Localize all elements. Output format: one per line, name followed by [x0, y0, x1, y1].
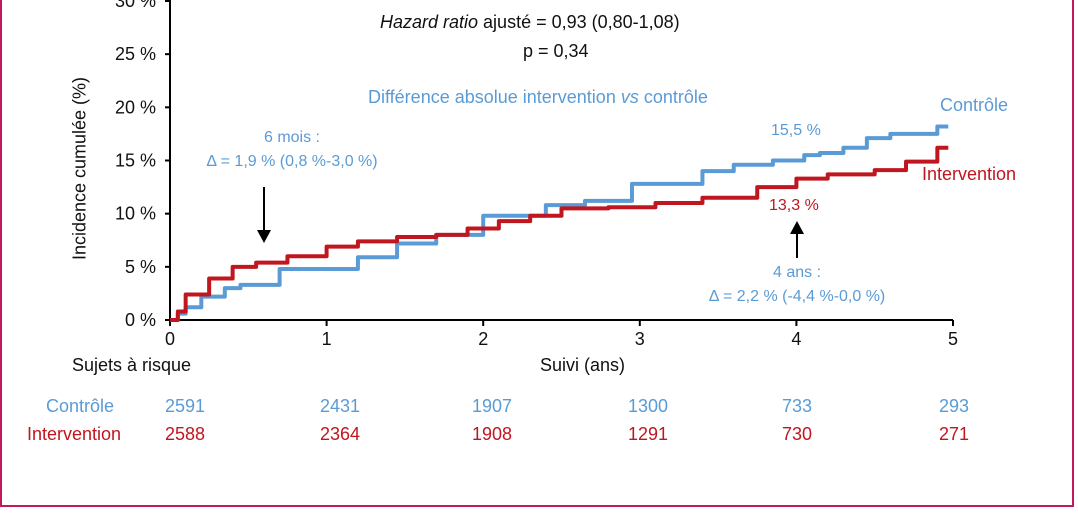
risk-cell: 1907 — [471, 396, 513, 416]
figure-frame — [0, 0, 1074, 507]
y-tick-label: 15 % — [115, 151, 156, 171]
risk-cell: 733 — [781, 396, 813, 416]
annotation-arrows — [257, 187, 804, 258]
hazard-ratio-value: ajusté = 0,93 (0,80-1,08) — [478, 12, 680, 32]
risk-cell: 2591 — [164, 396, 206, 416]
six-months-title: 6 mois : — [263, 129, 320, 146]
y-tick-label: 5 % — [125, 257, 156, 277]
risk-cell: 293 — [938, 396, 970, 416]
six-months-annotation: 6 mois : Δ = 1,9 % (0,8 %-3,0 %) — [190, 126, 394, 174]
six-months-arrow-head — [257, 230, 271, 243]
x-tick-label: 0 — [165, 329, 175, 349]
y-tick-label: 30 % — [115, 0, 156, 11]
risk-cell: 1291 — [627, 424, 669, 444]
six-months-delta: Δ = 1,9 % (0,8 %-3,0 %) — [206, 153, 378, 170]
p-value: p = 0,34 — [523, 41, 589, 61]
risk-row-label: Intervention — [27, 424, 122, 444]
intervention-end-value: 13,3 % — [769, 197, 819, 214]
series-line-controle — [170, 124, 949, 322]
x-axis-label: Suivi (ans) — [540, 355, 626, 375]
four-years-annotation: 4 ans : Δ = 2,2 % (-4,4 %-0,0 %) — [690, 261, 904, 309]
absolute-difference-title: Différence absolue intervention vs contr… — [368, 87, 708, 108]
risk-row-label: Contrôle — [46, 396, 115, 416]
y-tick-label: 25 % — [115, 44, 156, 64]
diff-title-a: Différence absolue intervention — [368, 87, 621, 107]
x-tick-label: 2 — [478, 329, 488, 349]
risk-cell: 1908 — [471, 424, 513, 444]
x-tick-label: 5 — [948, 329, 958, 349]
y-tick-label: 10 % — [115, 204, 156, 224]
risk-cell: 730 — [781, 424, 813, 444]
y-axis-label: Incidence cumulée (%) — [69, 76, 90, 261]
four-years-arrow-head — [790, 221, 804, 234]
y-tick-label: 0 % — [125, 310, 156, 330]
risk-cell: 2588 — [164, 424, 206, 444]
y-tick-label: 20 % — [115, 97, 156, 117]
risk-table-title: Sujets à risque — [72, 355, 192, 375]
hazard-ratio-line: Hazard ratio ajusté = 0,93 (0,80-1,08) — [380, 12, 680, 33]
risk-cell: 2364 — [319, 424, 361, 444]
risk-cell: 2431 — [319, 396, 361, 416]
series-line-intervention — [170, 145, 949, 322]
series-label-controle: Contrôle — [940, 95, 1009, 115]
four-years-delta: Δ = 2,2 % (-4,4 %-0,0 %) — [708, 288, 886, 305]
risk-cell: 1300 — [627, 396, 669, 416]
series-label-intervention: Intervention — [922, 164, 1017, 184]
diff-title-b: contrôle — [638, 87, 708, 107]
hazard-ratio-italic: Hazard ratio — [380, 12, 479, 32]
diff-title-vs: vs — [620, 87, 639, 107]
control-end-value: 15,5 % — [771, 122, 821, 139]
x-tick-label: 4 — [791, 329, 801, 349]
x-tick-label: 1 — [322, 329, 332, 349]
x-tick-label: 3 — [635, 329, 645, 349]
four-years-title: 4 ans : — [772, 264, 822, 281]
risk-cell: 271 — [938, 424, 970, 444]
